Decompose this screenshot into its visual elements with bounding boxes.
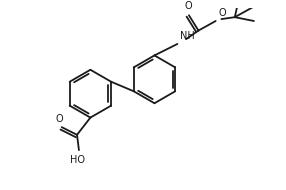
Text: O: O: [56, 114, 63, 124]
Text: O: O: [184, 2, 192, 11]
Text: NH: NH: [180, 31, 195, 41]
Text: HO: HO: [70, 155, 86, 165]
Text: O: O: [219, 8, 226, 18]
